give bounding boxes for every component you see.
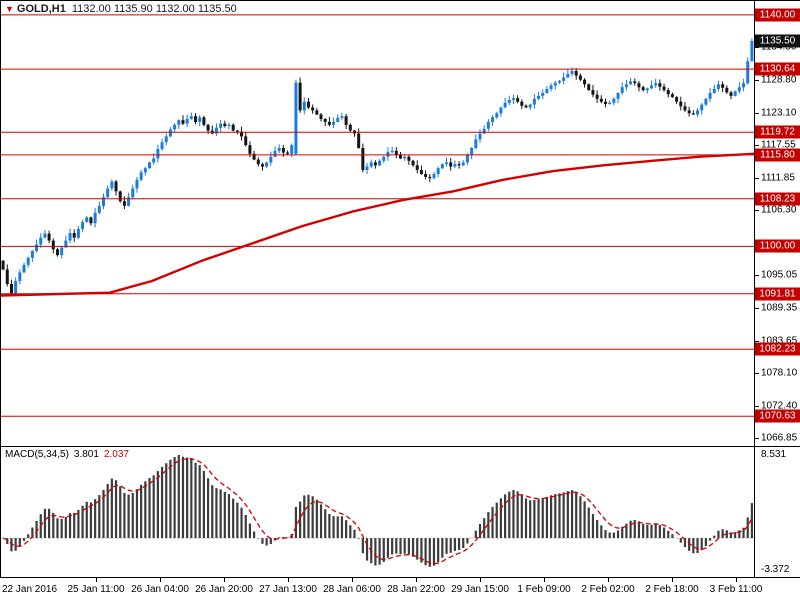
time-axis-label: 2 Feb 18:00 [645,584,699,595]
price-chart-pane[interactable]: ▼ GOLD,H1 1132.00 1135.90 1132.00 1135.50 [0,0,755,447]
macd-value: 3.801 [73,449,99,460]
time-axis-label: 26 Jan 20:00 [195,584,253,595]
macd-indicator-label: MACD(5,34,5) 3.801 2.037 [5,449,134,460]
time-axis-label: 28 Jan 06:00 [323,584,381,595]
time-axis-label: 27 Jan 13:00 [259,584,317,595]
price-axis-label: 1117.55 [761,139,796,151]
price-level-badge: 1130.64 [755,62,800,76]
price-level-badge: 1082.23 [755,342,800,356]
quote-ohlc: 1132.00 1135.90 1132.00 1135.50 [71,3,237,15]
macd-axis-max-label: 8.531 [761,449,787,460]
time-axis-label: 29 Jan 15:00 [451,584,509,595]
price-level-badge: 1070.63 [755,409,800,423]
price-level-badge: 1119.72 [755,125,800,139]
price-level-badge: 1100.00 [755,239,800,253]
price-axis-label: 1072.40 [761,400,798,412]
price-axis-label: 1095.05 [761,269,798,281]
price-axis-label: 1078.10 [761,367,798,379]
price-level-badge: 1115.80 [755,148,800,162]
time-axis-label: 28 Jan 22:00 [387,584,445,595]
time-axis-label: 3 Feb 11:00 [709,584,763,595]
time-axis[interactable]: 22 Jan 2016 25 Jan 11:00 26 Jan 04:00 26 Ja… [0,578,800,600]
symbol-quote-label: ▼ GOLD,H1 1132.00 1135.90 1132.00 1135.50 [5,3,237,15]
candlestick-plot [1,14,754,417]
current-price-badge: 1135.50 [755,34,800,48]
macd-axis[interactable]: 8.531 -3.372 [755,447,800,578]
price-axis-label: 1128.80 [761,74,797,86]
price-axis[interactable]: 1134.501128.801123.101117.551111.851106.… [755,0,800,447]
triangle-down-icon[interactable]: ▼ [5,4,14,14]
price-level-badge: 1091.81 [755,287,800,301]
macd-name: MACD(5,34,5) [5,449,69,460]
price-axis-label: 1066.85 [761,432,798,444]
price-axis-label: 1106.30 [761,204,797,216]
symbol-name: GOLD,H1 [16,3,66,15]
macd-axis-min-label: -3.372 [761,564,790,575]
price-axis-label: 1123.10 [761,107,797,119]
macd-plot [1,455,754,567]
macd-indicator-pane[interactable]: MACD(5,34,5) 3.801 2.037 [0,447,755,578]
price-axis-label: 1089.35 [761,302,798,314]
price-level-badge: 1108.23 [755,192,800,206]
time-axis-label: 26 Jan 04:00 [131,584,189,595]
price-axis-label: 1083.65 [761,335,798,347]
time-axis-label: 1 Feb 09:00 [517,584,571,595]
time-axis-label: 2 Feb 02:00 [581,584,635,595]
price-level-badge: 1140.00 [755,8,800,22]
time-axis-label: 25 Jan 11:00 [67,584,125,595]
macd-signal-value: 2.037 [103,449,129,460]
price-axis-label: 1111.85 [761,172,795,184]
time-axis-label: 22 Jan 2016 [2,584,58,595]
